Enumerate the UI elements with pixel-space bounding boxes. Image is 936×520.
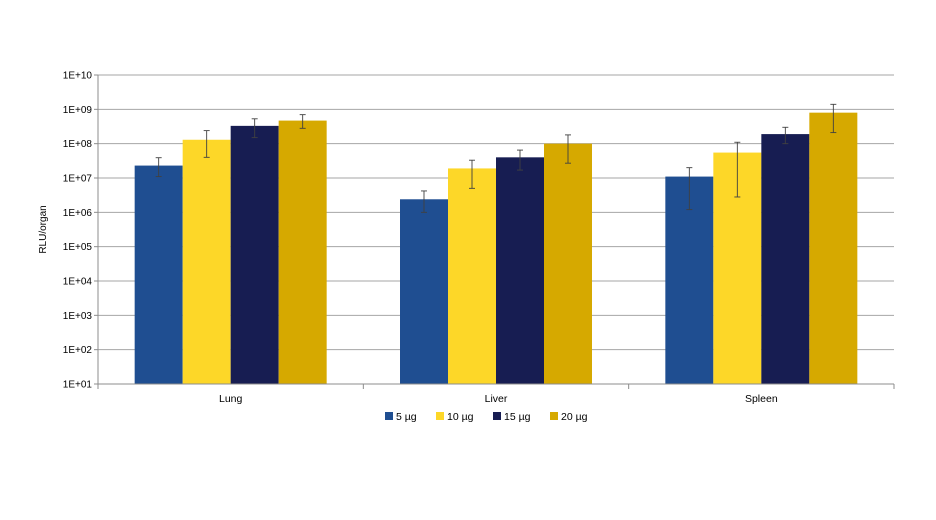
x-category-label: Lung xyxy=(219,393,243,405)
x-axis-categories: Lung Liver Spleen xyxy=(219,393,778,405)
bar xyxy=(809,112,858,384)
x-category-label: Spleen xyxy=(745,393,778,405)
bar xyxy=(761,134,810,384)
y-tick-label: 1E+08 xyxy=(63,139,93,150)
y-tick-label: 1E+05 xyxy=(63,242,93,253)
y-axis-label: RLU/organ xyxy=(38,205,49,253)
x-category-label: Liver xyxy=(485,393,508,405)
y-tick-label: 1E+10 xyxy=(63,71,93,82)
bar xyxy=(665,176,714,384)
y-axis-ticks: 1E+01 1E+02 1E+03 1E+04 1E+05 1E+06 1E+07 1E+08… xyxy=(63,71,98,391)
legend-swatch xyxy=(550,412,558,420)
y-tick-label: 1E+07 xyxy=(63,174,93,185)
bars xyxy=(134,112,858,385)
y-tick-label: 1E+04 xyxy=(63,277,93,288)
legend-swatch xyxy=(493,412,501,420)
axes xyxy=(97,75,895,389)
legend: 5 µg 10 µg 15 µg 20 µg xyxy=(385,411,588,423)
y-tick-label: 1E+02 xyxy=(63,345,93,356)
y-tick-label: 1E+03 xyxy=(63,311,93,322)
legend-label: 10 µg xyxy=(447,411,474,423)
bar xyxy=(448,168,496,384)
legend-swatch xyxy=(385,412,393,420)
y-tick-label: 1E+01 xyxy=(63,380,93,391)
bar xyxy=(230,125,279,385)
bar xyxy=(134,165,183,384)
legend-label: 20 µg xyxy=(561,411,588,423)
y-tick-label: 1E+09 xyxy=(63,105,93,116)
legend-label: 15 µg xyxy=(504,411,531,423)
bar xyxy=(278,120,327,384)
y-tick-label: 1E+06 xyxy=(63,208,93,219)
bar xyxy=(182,139,231,384)
bar xyxy=(496,157,544,384)
legend-label: 5 µg xyxy=(396,411,417,423)
error-bars xyxy=(155,103,837,213)
bar xyxy=(400,199,448,384)
bar xyxy=(544,143,592,384)
legend-swatch xyxy=(436,412,444,420)
